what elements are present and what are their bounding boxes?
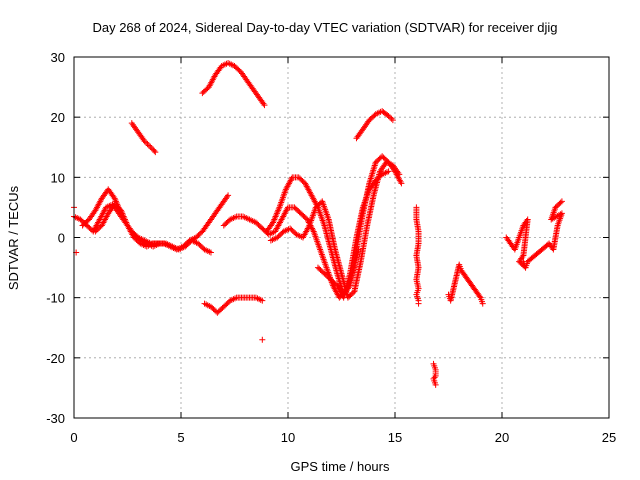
y-tick-label: 30: [51, 50, 65, 65]
x-tick-label: 0: [70, 430, 77, 445]
data-series-sat-o: [503, 216, 531, 271]
y-tick-label: -20: [46, 351, 65, 366]
y-tick-label: 0: [58, 231, 65, 246]
chart-title: Day 268 of 2024, Sidereal Day-to-day VTE…: [92, 20, 557, 35]
y-tick-label: 10: [51, 170, 65, 185]
data-series-sat-n: [445, 261, 486, 307]
data-series-sat-p: [520, 198, 565, 271]
x-tick-label: 20: [495, 430, 509, 445]
axes: 0 5 10 15 20 25 -30 -20 -10 0 10 20 30: [46, 50, 616, 445]
x-tick-label: 5: [177, 430, 184, 445]
data-series-sat-j: [314, 168, 392, 301]
data-series-sat-k: [353, 108, 396, 142]
y-tick-label: -30: [46, 411, 65, 426]
data-series-sat-l: [413, 204, 422, 307]
x-tick-label: 10: [281, 430, 295, 445]
data-series-sat-c: [92, 201, 163, 250]
data-series-sat-f: [201, 294, 266, 316]
x-tick-label: 15: [388, 430, 402, 445]
x-axis-label: GPS time / hours: [291, 459, 390, 474]
y-tick-label: 20: [51, 110, 65, 125]
data-series-sat-m: [430, 360, 439, 388]
grid: [74, 57, 609, 418]
y-tick-label: -10: [46, 291, 65, 306]
data-series-sat-e: [128, 120, 159, 156]
x-tick-label: 25: [602, 430, 616, 445]
data-series-sat-d: [199, 60, 268, 109]
plot-area: [71, 60, 565, 388]
y-axis-label: SDTVAR / TECUs: [6, 185, 21, 290]
